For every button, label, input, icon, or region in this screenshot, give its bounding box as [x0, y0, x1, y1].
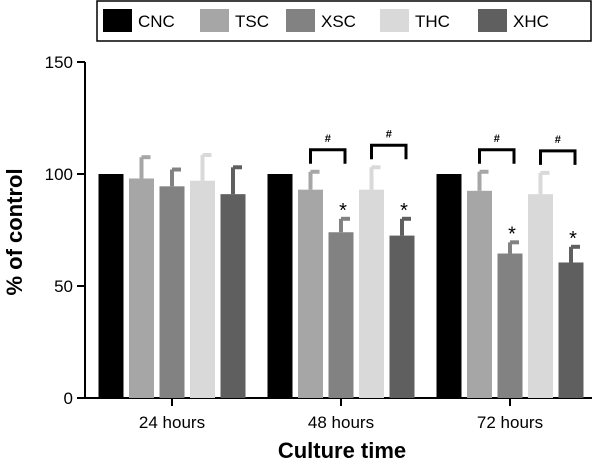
bar-xsc [159, 186, 185, 398]
bar-cnc [98, 174, 124, 398]
significance-bracket [539, 149, 577, 165]
bar-xsc [497, 253, 523, 398]
bar-cnc [267, 174, 293, 398]
significance-hash: # [494, 133, 500, 145]
legend-swatch-xhc [478, 9, 507, 32]
legend-label: CNC [138, 12, 175, 31]
legend-swatch-cnc [103, 9, 132, 32]
legend-swatch-tsc [200, 9, 229, 32]
bar-xhc [389, 235, 415, 398]
significance-bracket [309, 148, 347, 164]
bar-thc [528, 194, 553, 398]
bar-tsc [298, 189, 323, 398]
legend-label: THC [415, 12, 450, 31]
significance-bracket [370, 143, 408, 160]
bar-thc [359, 189, 384, 398]
bar-xhc [220, 194, 246, 398]
legend-label: TSC [235, 12, 269, 31]
y-tick-label: 0 [64, 389, 73, 408]
y-tick-label: 50 [54, 277, 73, 296]
x-tick-label: 48 hours [308, 413, 374, 432]
y-axis-title: % of control [2, 168, 27, 295]
significance-star: * [569, 228, 577, 250]
significance-bracket [478, 148, 516, 164]
significance-hash: # [555, 134, 561, 146]
legend-box [96, 0, 592, 42]
significance-star: * [508, 223, 516, 245]
bar-xhc [558, 262, 584, 398]
bar-thc [190, 180, 215, 398]
y-tick-label: 100 [45, 165, 73, 184]
bar-tsc [467, 190, 492, 398]
significance-hash: # [325, 133, 331, 145]
bar-tsc [129, 178, 154, 398]
significance-star: * [339, 200, 347, 222]
significance-star: * [400, 200, 408, 222]
legend-swatch-thc [380, 9, 409, 32]
y-tick-label: 150 [45, 53, 73, 72]
significance-hash: # [386, 128, 392, 140]
bar-xsc [328, 232, 354, 398]
legend-label: XSC [321, 12, 356, 31]
legend-label: XHC [513, 12, 549, 31]
x-tick-label: 24 hours [139, 413, 205, 432]
bar-cnc [436, 174, 462, 398]
x-tick-label: 72 hours [477, 413, 543, 432]
x-axis-title: Culture time [278, 438, 406, 461]
legend-swatch-xsc [286, 9, 315, 32]
